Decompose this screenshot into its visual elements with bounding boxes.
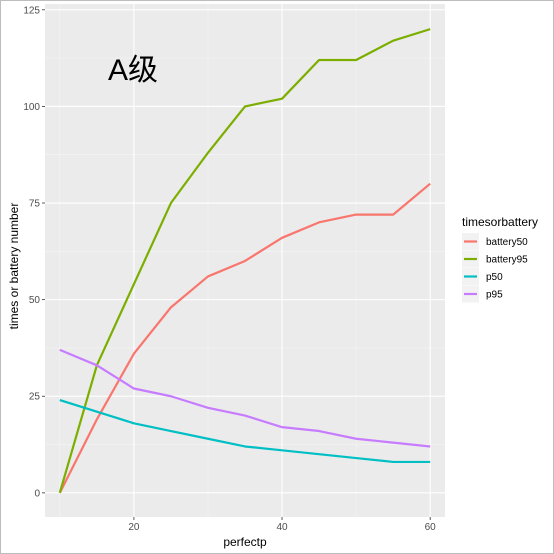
legend-label-p95: p95 bbox=[486, 290, 503, 301]
legend-title: timesorbattery bbox=[462, 215, 538, 229]
series-line-battery95 bbox=[58, 28, 431, 494]
y-axis-ticks: 0 25 50 75 100 125 bbox=[23, 5, 45, 499]
y-tick-label: 25 bbox=[29, 392, 41, 403]
legend-label-battery50: battery50 bbox=[486, 237, 528, 248]
x-axis-label: perfectp bbox=[223, 535, 267, 549]
x-tick-label: 20 bbox=[128, 522, 140, 533]
x-tick-label: 40 bbox=[276, 522, 288, 533]
major-grid bbox=[45, 4, 445, 517]
legend-label-p50: p50 bbox=[486, 272, 503, 283]
legend-label-battery95: battery95 bbox=[486, 255, 528, 266]
legend-items: battery50 battery95 p50 p95 bbox=[462, 233, 528, 303]
y-tick-label: 75 bbox=[29, 199, 41, 210]
x-tick-label: 60 bbox=[425, 522, 437, 533]
x-axis-ticks: 20 40 60 bbox=[128, 517, 436, 533]
series-line-p50 bbox=[59, 399, 431, 464]
y-tick-label: 50 bbox=[29, 295, 41, 306]
y-tick-label: 125 bbox=[23, 5, 40, 16]
legend: timesorbattery battery50 battery95 p50 p95 bbox=[462, 215, 538, 303]
chart-annotation: A级 bbox=[108, 54, 158, 87]
series-line-p95 bbox=[59, 348, 431, 448]
y-tick-label: 100 bbox=[23, 102, 40, 113]
minor-grid bbox=[45, 4, 445, 517]
y-tick-label: 0 bbox=[34, 488, 40, 499]
series-line-battery50 bbox=[58, 182, 431, 494]
series-lines bbox=[58, 28, 431, 494]
y-axis-label: times or battery number bbox=[7, 203, 21, 330]
